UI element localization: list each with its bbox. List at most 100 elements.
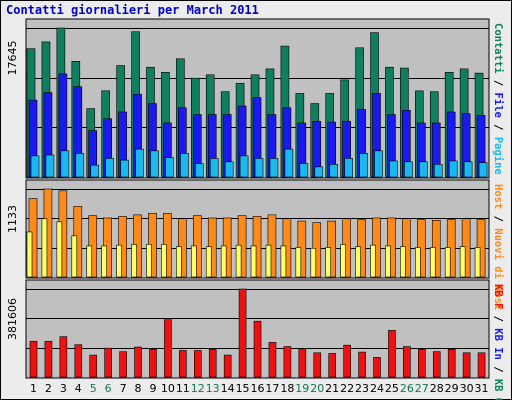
x-tick-day-7: 7 [120, 382, 127, 395]
bar-pagine-15 [239, 155, 249, 178]
x-tick-day-13: 13 [206, 382, 220, 395]
bar-kb-4 [74, 344, 83, 378]
bar-kb-20 [313, 352, 322, 378]
bar-pagine-22 [344, 158, 353, 178]
bar-nuovi-host-7 [116, 244, 122, 278]
bar-pagine-30 [463, 161, 473, 178]
bar-pagine-11 [180, 153, 189, 178]
bar-kb-30 [462, 352, 471, 378]
x-tick-day-8: 8 [135, 382, 142, 395]
x-tick-day-19: 19 [295, 382, 309, 395]
bar-nuovi-host-18 [280, 245, 287, 278]
bar-nuovi-host-16 [250, 245, 257, 278]
bar-pagine-17 [269, 158, 279, 178]
bar-nuovi-host-5 [86, 245, 93, 278]
x-tick-day-20: 20 [310, 382, 324, 395]
bar-kb-25 [388, 330, 396, 378]
bar-kb-5 [89, 354, 98, 378]
bar-pagine-29 [448, 160, 458, 178]
bar-nuovi-host-1 [26, 231, 33, 278]
bar-pagine-4 [75, 153, 85, 178]
panel-kb [25, 279, 490, 379]
bar-kb-23 [358, 351, 366, 378]
bar-pagine-31 [478, 162, 488, 178]
chart-title: Contatti giornalieri per March 2011 [6, 3, 259, 17]
x-tick-day-21: 21 [325, 382, 339, 395]
x-tick-day-25: 25 [385, 382, 399, 395]
bar-kb-22 [343, 344, 351, 378]
bar-nuovi-host-6 [101, 245, 107, 278]
bar-nuovi-host-21 [325, 247, 332, 278]
bar-pagine-3 [60, 150, 70, 178]
bar-nuovi-host-12 [190, 245, 197, 278]
bar-kb-14 [223, 354, 232, 378]
legend-entry: KB In [492, 328, 504, 360]
bar-kb-1 [29, 340, 38, 378]
x-tick-day-6: 6 [105, 382, 112, 395]
bar-pagine-21 [329, 164, 339, 178]
legend-entry: KB F [492, 284, 504, 309]
bar-pagine-6 [105, 158, 114, 178]
bar-kb-6 [104, 347, 112, 378]
bar-kb-26 [403, 346, 411, 378]
x-tick-day-11: 11 [176, 382, 190, 395]
bar-pagine-24 [374, 150, 383, 178]
x-tick-day-12: 12 [191, 382, 205, 395]
x-tick-day-4: 4 [75, 382, 82, 395]
legend-host: Host / Nuovi di Host [492, 184, 504, 310]
bar-nuovi-host-14 [220, 245, 227, 278]
bar-nuovi-host-28 [429, 247, 436, 278]
panel-host [25, 179, 490, 279]
bar-pagine-18 [284, 148, 294, 178]
bar-pagine-16 [254, 158, 264, 178]
y-max-label-traffic: 17645 [6, 41, 19, 76]
legend-entry: KB Out [492, 379, 504, 400]
bar-nuovi-host-3 [56, 221, 63, 278]
bar-pagine-5 [90, 164, 100, 178]
panel-traffic [25, 18, 490, 179]
x-tick-day-22: 22 [340, 382, 354, 395]
bar-kb-13 [208, 349, 217, 378]
bar-kb-29 [447, 349, 456, 378]
bar-pagine-14 [224, 161, 234, 178]
bar-pagine-7 [120, 159, 129, 178]
y-max-label-kb: 381606 [6, 298, 19, 340]
bar-pagine-25 [389, 160, 398, 178]
x-tick-day-17: 17 [265, 382, 279, 395]
bar-kb-24 [373, 357, 381, 378]
x-tick-day-1: 1 [30, 382, 37, 395]
legend-entry: / [492, 360, 504, 379]
bar-kb-10 [164, 318, 172, 378]
x-tick-day-29: 29 [445, 382, 459, 395]
bar-kb-27 [418, 349, 426, 378]
bar-kb-17 [268, 342, 277, 378]
x-tick-day-5: 5 [90, 382, 97, 395]
bar-pagine-2 [45, 154, 55, 178]
x-tick-day-28: 28 [430, 382, 444, 395]
bar-kb-28 [432, 351, 441, 378]
bar-kb-15 [238, 288, 247, 378]
legend-kb: KB F / KB In / KB Out [492, 284, 504, 400]
legend-entry: Pagine [492, 137, 504, 175]
bar-kb-8 [134, 346, 142, 378]
bar-nuovi-host-8 [131, 244, 137, 278]
bar-nuovi-host-27 [415, 247, 421, 278]
bar-nuovi-host-25 [385, 245, 391, 278]
bar-kb-11 [179, 350, 187, 378]
bar-kb-31 [477, 352, 486, 378]
x-tick-day-26: 26 [400, 382, 414, 395]
x-tick-day-2: 2 [45, 382, 52, 395]
bar-nuovi-host-30 [459, 246, 466, 278]
y-max-label-host: 1133 [6, 205, 19, 233]
bar-nuovi-host-31 [474, 247, 481, 278]
bar-nuovi-host-15 [235, 244, 242, 278]
legend-entry: / [492, 74, 504, 93]
bar-pagine-12 [194, 163, 204, 178]
x-tick-day-10: 10 [161, 382, 175, 395]
bar-pagine-8 [135, 148, 144, 178]
bar-nuovi-host-26 [400, 246, 406, 278]
bar-nuovi-host-19 [295, 247, 302, 278]
legend-entry: Contatti [492, 23, 504, 74]
bar-kb-19 [298, 348, 307, 378]
